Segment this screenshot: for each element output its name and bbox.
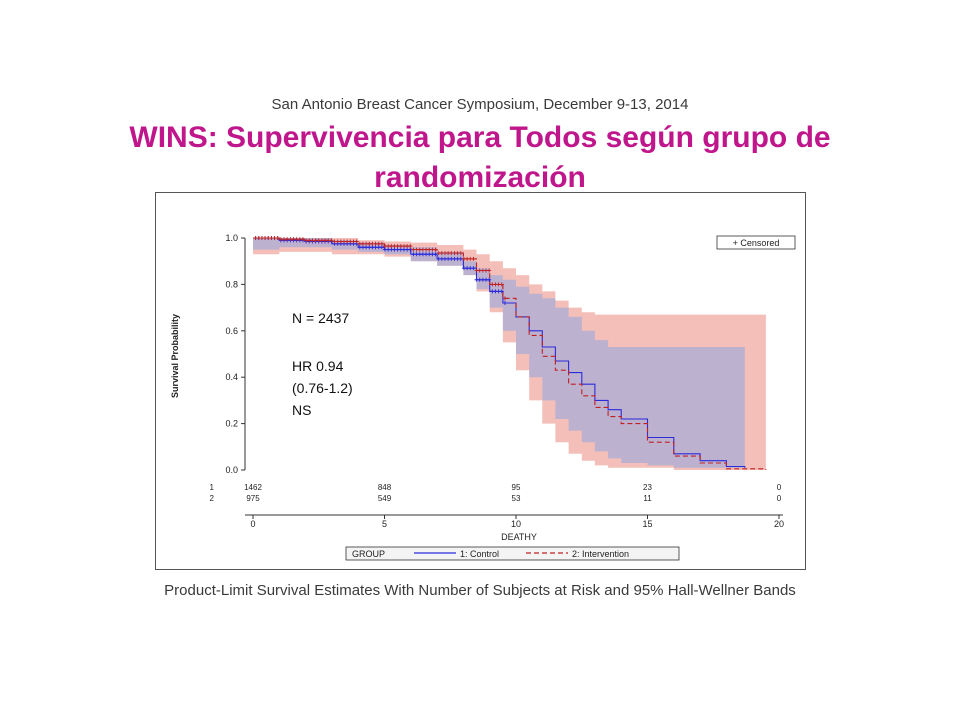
censor-mark bbox=[433, 252, 438, 257]
group-legend: GROUP 1: Control 2: Intervention bbox=[345, 546, 680, 561]
at-risk-value: 11 bbox=[643, 494, 652, 503]
at-risk-value: 0 bbox=[777, 483, 782, 492]
censor-mark bbox=[275, 236, 280, 240]
censor-mark bbox=[499, 289, 504, 294]
censor-marks bbox=[253, 236, 507, 305]
y-tick-label: 1.0 bbox=[225, 233, 238, 243]
at-risk-row-label: 1 bbox=[210, 483, 215, 492]
km-chart: 0.0 0.2 0.4 0.6 0.8 1.0 0 5 10 15 20 Survival Prob… bbox=[155, 192, 806, 570]
censor-mark bbox=[433, 247, 438, 252]
slide-title: WINS: Supervivencia para Todos según gru… bbox=[129, 121, 831, 194]
legend-label: 2: Intervention bbox=[572, 549, 629, 559]
annotation-line: N = 2437 bbox=[292, 310, 349, 326]
censor-mark bbox=[329, 238, 334, 243]
y-tick-label: 0.4 bbox=[225, 372, 238, 382]
at-risk-value: 0 bbox=[777, 494, 782, 503]
conference-line: San Antonio Breast Cancer Symposium, Dec… bbox=[271, 96, 689, 113]
censor-mark bbox=[502, 296, 507, 301]
at-risk-value: 1462 bbox=[244, 483, 262, 492]
censor-mark bbox=[471, 266, 476, 271]
annotation-line: (0.76-1.2) bbox=[292, 380, 353, 396]
curve-intervention bbox=[253, 237, 767, 470]
at-risk-value: 23 bbox=[643, 483, 652, 492]
km-chart-svg: 0.00.20.40.60.81.00 5 10 15 20 Survival Prob… bbox=[170, 233, 796, 561]
at-risk-row-label: 2 bbox=[210, 494, 215, 503]
at-risk-value: 53 bbox=[512, 494, 521, 503]
x-tick-label: 5 bbox=[382, 519, 387, 529]
y-tick-label: 0.6 bbox=[225, 326, 238, 336]
x-tick-label: 20 bbox=[774, 519, 784, 529]
censor-mark bbox=[487, 277, 492, 282]
censored-legend: + Censored bbox=[716, 235, 796, 250]
x-tick-label: 0 bbox=[250, 519, 255, 529]
censor-mark bbox=[379, 245, 384, 250]
censor-mark bbox=[300, 237, 305, 242]
at-risk-value: 975 bbox=[246, 494, 260, 503]
censor-mark bbox=[499, 282, 504, 287]
censor-mark bbox=[487, 268, 492, 273]
legend-title: GROUP bbox=[352, 549, 385, 559]
at-risk-value: 848 bbox=[378, 483, 392, 492]
annotation-line: HR 0.94 bbox=[292, 358, 344, 374]
chart-caption: Product-Limit Survival Estimates With Nu… bbox=[164, 582, 796, 599]
censor-mark bbox=[458, 251, 463, 256]
censored-legend-label: + Censored bbox=[733, 238, 780, 248]
censor-mark bbox=[408, 244, 413, 249]
y-tick-label: 0.2 bbox=[225, 419, 238, 429]
x-tick-label: 10 bbox=[511, 519, 521, 529]
band-control bbox=[253, 238, 745, 468]
censor-mark bbox=[379, 241, 384, 246]
x-tick-label: 15 bbox=[642, 519, 652, 529]
y-tick-label: 0.0 bbox=[225, 465, 238, 475]
censor-mark bbox=[354, 239, 359, 244]
y-tick-label: 0.8 bbox=[225, 279, 238, 289]
confidence-bands bbox=[253, 238, 766, 470]
at-risk-table: 1 1462 848 95 23 0 2 975 549 53 11 0 bbox=[210, 483, 782, 503]
x-axis-label: DEATHY bbox=[501, 532, 537, 542]
annotation-line: NS bbox=[292, 402, 311, 418]
legend-label: 1: Control bbox=[460, 549, 499, 559]
at-risk-value: 549 bbox=[378, 494, 392, 503]
y-axis-label: Survival Probability bbox=[170, 314, 180, 398]
axes: 0.0 0.2 0.4 0.6 0.8 1.0 0 5 10 15 20 bbox=[225, 233, 784, 529]
censor-mark bbox=[502, 300, 507, 305]
at-risk-value: 95 bbox=[512, 483, 521, 492]
censor-mark bbox=[471, 256, 476, 261]
stats-annotation: N = 2437 HR 0.94 (0.76-1.2) NS bbox=[292, 310, 353, 418]
